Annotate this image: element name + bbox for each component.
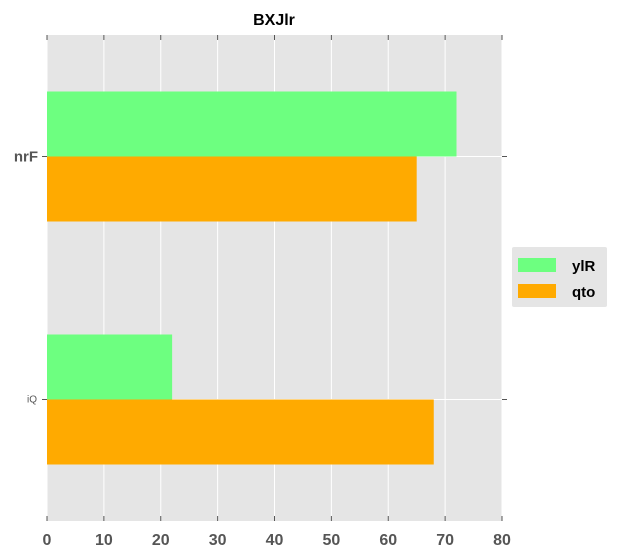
chart-title: BXJlr — [253, 12, 295, 29]
legend-label-qto: qto — [572, 284, 595, 301]
x-tick-label: 70 — [436, 532, 454, 549]
legend-swatch-ylR — [518, 258, 556, 272]
y-tick-label: nrF — [14, 149, 38, 166]
x-tick-label: 50 — [322, 532, 340, 549]
ticks-group: 0 10 20 30 40 50 60 70 80 nrF iQ — [14, 35, 511, 549]
legend-swatch-qto — [518, 284, 556, 298]
y-tick-label: iQ — [27, 395, 37, 406]
bar-qto-iQ — [47, 399, 434, 465]
x-tick-label: 20 — [152, 532, 170, 549]
bar-qto-nrF — [47, 156, 417, 222]
legend: ylR qto — [512, 247, 607, 307]
bar-ylR-iQ — [47, 334, 173, 400]
x-tick-label: 80 — [493, 532, 511, 549]
x-tick-label: 30 — [209, 532, 227, 549]
legend-label-ylR: ylR — [572, 258, 596, 275]
x-tick-label: 40 — [266, 532, 284, 549]
x-tick-label: 60 — [379, 532, 397, 549]
bars-group — [47, 91, 457, 465]
x-tick-label: 10 — [95, 532, 113, 549]
x-tick-label: 0 — [43, 532, 52, 549]
bar-ylR-nrF — [47, 91, 457, 157]
